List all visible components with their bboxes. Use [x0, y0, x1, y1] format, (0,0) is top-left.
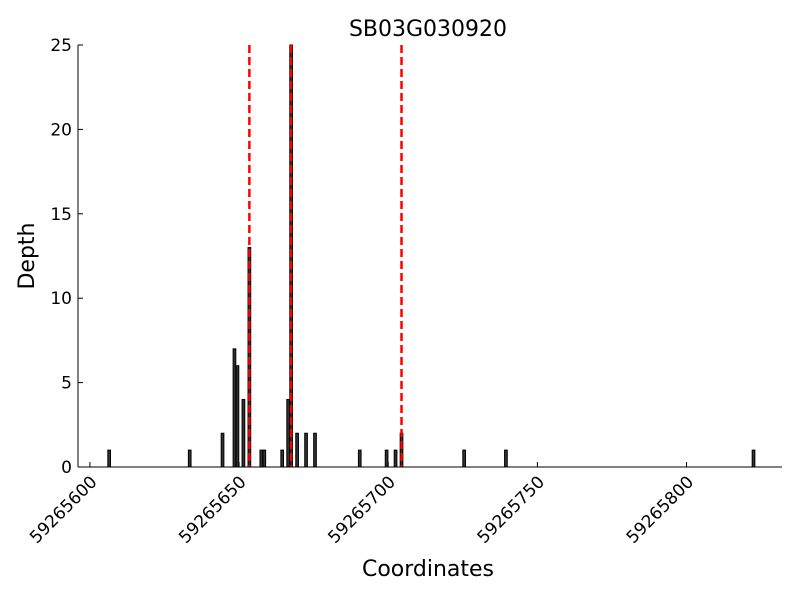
bar: [107, 449, 112, 468]
y-tick-label: 5: [61, 374, 72, 394]
x-tick-label: 59265750: [474, 472, 549, 547]
bar: [504, 449, 508, 468]
bar: [235, 365, 240, 468]
x-tick-label: 59265600: [26, 472, 101, 547]
bar: [313, 432, 317, 468]
x-tick-label: 59265700: [324, 472, 399, 547]
bar: [262, 449, 267, 468]
bar: [399, 432, 404, 468]
bar: [751, 449, 756, 468]
x-axis-label: Coordinates: [362, 557, 494, 582]
bar: [295, 432, 299, 468]
chart-title: SB03G030920: [349, 17, 507, 42]
bar: [187, 449, 192, 468]
y-tick-label: 20: [50, 120, 72, 140]
y-tick-label: 10: [50, 289, 72, 309]
bar: [232, 348, 237, 468]
bar: [384, 449, 389, 468]
y-tick-label: 0: [61, 458, 72, 478]
bar: [462, 449, 466, 468]
bar: [393, 449, 398, 468]
bar: [241, 398, 246, 468]
y-tick-label: 25: [50, 36, 72, 56]
bar: [220, 432, 225, 468]
y-axis-label: Depth: [15, 222, 40, 289]
bar: [286, 398, 290, 468]
bar: [280, 449, 285, 468]
bar: [304, 432, 308, 468]
x-tick-label: 59265800: [623, 472, 698, 547]
bar: [357, 449, 362, 468]
y-tick-label: 15: [50, 205, 72, 225]
x-tick-label: 59265650: [175, 472, 250, 547]
bar: [259, 449, 264, 468]
